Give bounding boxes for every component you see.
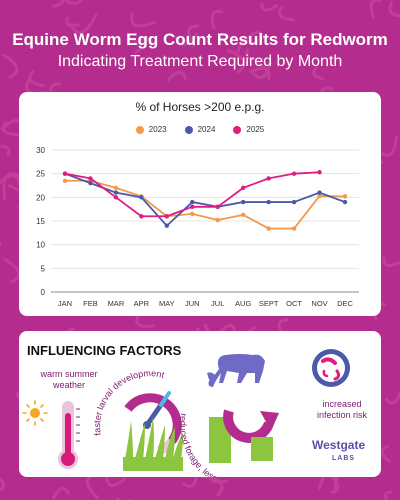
westgate-labs-logo: Westgate LABS: [312, 438, 374, 464]
rotation-arrow-icon: [209, 409, 279, 463]
infection-risk-label: increased infection risk: [316, 399, 368, 420]
y-tick-label: 10: [36, 241, 45, 250]
legend-marker-2024: [184, 125, 193, 134]
chart-card: % of Horses >200 e.p.g. 2023 2024 2025 0…: [19, 92, 381, 316]
series-line-2025: [64, 171, 320, 218]
data-point-2023: [240, 212, 246, 218]
data-point-2025: [62, 171, 68, 176]
grass-icon: [123, 417, 183, 471]
data-point-2024: [240, 199, 246, 205]
data-point-2024: [113, 190, 119, 195]
y-tick-label: 25: [36, 170, 45, 179]
data-point-2023: [215, 217, 220, 223]
y-tick-label: 20: [36, 193, 45, 202]
sun-icon: [22, 400, 48, 426]
series-line-2023: [65, 179, 346, 230]
logo-name: Westgate: [312, 438, 366, 452]
data-point-2024: [291, 199, 297, 205]
page-subtitle: Indicating Treatment Required by Month: [57, 53, 343, 70]
data-point-2025: [164, 214, 170, 219]
legend-item-2023: 2023: [135, 125, 167, 134]
data-point-2025: [190, 204, 195, 209]
legend-label-2023: 2023: [148, 125, 167, 134]
x-tick-label: OCT: [286, 299, 302, 308]
legend-marker-2025: [233, 125, 242, 134]
x-tick-label: JUN: [185, 299, 200, 308]
x-tick-label: MAY: [159, 299, 175, 308]
logo-sub: LABS: [332, 455, 356, 462]
thermometer-icon: [58, 401, 80, 469]
x-tick-label: FEB: [83, 299, 98, 308]
data-point-2025: [317, 170, 322, 175]
x-tick-label: JAN: [58, 299, 72, 308]
data-point-2024: [342, 199, 348, 205]
data-point-2024: [139, 195, 144, 200]
factors-illustration: faster larval development reduced forage…: [22, 349, 350, 477]
influencing-factors-card: INFLUENCING FACTORS: [19, 331, 381, 477]
legend-item-2024: 2024: [184, 125, 216, 134]
data-point-2023: [317, 193, 322, 199]
x-tick-label: JUL: [211, 299, 224, 308]
data-point-2023: [190, 211, 195, 217]
x-tick-label: DEC: [337, 299, 353, 308]
y-tick-label: 0: [41, 288, 46, 297]
x-tick-label: AUG: [235, 299, 251, 308]
data-point-2023: [113, 185, 119, 191]
legend-item-2025: 2025: [233, 125, 264, 134]
data-point-2025: [240, 185, 246, 191]
data-point-2024: [88, 180, 93, 186]
y-tick-label: 5: [41, 264, 46, 273]
data-point-2025: [266, 176, 271, 181]
data-point-2024: [266, 199, 271, 205]
data-point-2025: [215, 204, 220, 209]
x-tick-label: MAR: [108, 299, 125, 308]
y-tick-label: 15: [36, 217, 45, 226]
page-title: Equine Worm Egg Count Results for Redwor…: [12, 30, 388, 49]
data-point-2024: [317, 190, 322, 195]
data-point-2025: [139, 214, 144, 219]
chart-legend: 2023 2024 2025: [19, 125, 381, 134]
line-chart: 0 5 10 15 20 25 30 JAN FEB MAR APR MAY JUN JUL AUG SEPT…: [36, 146, 359, 308]
y-tick-label: 30: [36, 146, 45, 155]
series-line-2024: [64, 172, 346, 227]
horse-icon: [207, 354, 265, 387]
data-point-2025: [291, 171, 297, 176]
data-point-2025: [88, 176, 93, 181]
legend-marker-2023: [135, 125, 144, 134]
data-point-2025: [113, 195, 119, 200]
worm-petri-icon: [312, 349, 350, 387]
data-point-2023: [291, 226, 297, 231]
x-tick-label: NOV: [311, 299, 327, 308]
chart-title: % of Horses >200 e.p.g.: [135, 100, 265, 114]
legend-label-2024: 2024: [197, 125, 216, 134]
warm-weather-label: warm summer weather: [40, 369, 98, 390]
factors-heading: INFLUENCING FACTORS: [27, 343, 182, 358]
legend-label-2025: 2025: [246, 125, 265, 134]
data-point-2024: [190, 199, 195, 205]
x-tick-label: SEPT: [259, 299, 279, 308]
data-point-2023: [266, 226, 271, 231]
x-tick-label: APR: [134, 299, 150, 308]
data-point-2023: [342, 194, 348, 199]
data-point-2023: [62, 178, 68, 183]
data-point-2024: [164, 223, 170, 228]
